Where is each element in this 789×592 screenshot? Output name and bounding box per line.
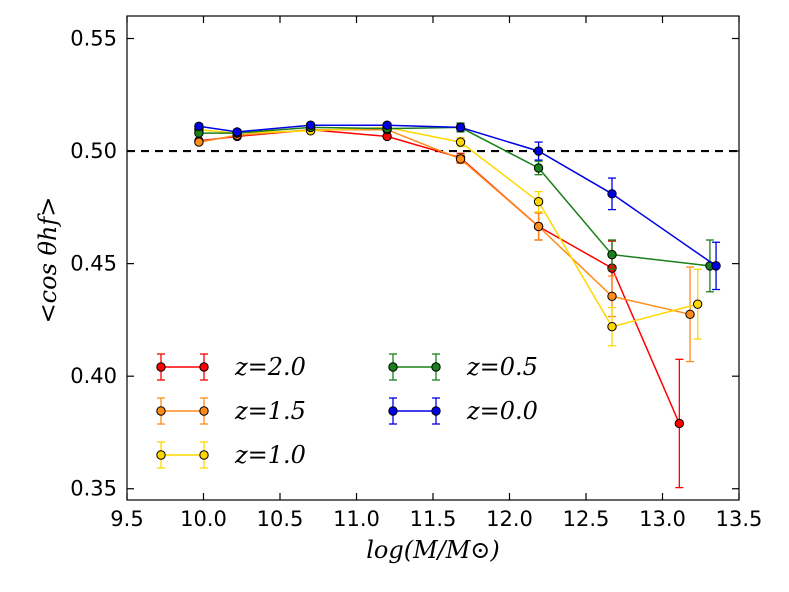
x-tick-label: 13.0: [639, 507, 686, 531]
legend-marker: [388, 362, 398, 372]
legend-marker: [388, 406, 398, 416]
y-tick-label: 0.55: [70, 27, 117, 51]
data-point: [533, 197, 544, 207]
legend-label: z=0.5: [466, 353, 538, 381]
legend-entry-2: z=1.0: [156, 441, 306, 469]
legend-marker: [156, 362, 166, 372]
y-axis-label: <cos θhf>: [34, 197, 62, 324]
legend-entry-3: z=0.5: [388, 353, 538, 381]
data-point: [607, 321, 617, 332]
legend-marker: [431, 362, 441, 372]
legend-marker: [431, 406, 441, 416]
x-tick-label: 10.0: [180, 507, 227, 531]
legend-label: z=1.0: [234, 441, 306, 469]
legend-label: z=2.0: [234, 353, 306, 381]
data-point: [674, 418, 685, 429]
series-line: [198, 128, 691, 316]
legend-entry-4: z=0.0: [388, 397, 538, 425]
y-tick-label: 0.45: [70, 252, 117, 276]
data-point: [305, 120, 316, 130]
y-tick-label: 0.40: [70, 364, 117, 388]
data-point: [533, 221, 544, 232]
x-tick-label: 11.0: [333, 507, 380, 531]
x-tick-label: 12.5: [563, 507, 610, 531]
legend-marker: [199, 450, 209, 460]
series-4: [194, 120, 721, 291]
data-point: [194, 121, 204, 132]
x-tick-label: 9.5: [110, 507, 143, 531]
x-tick-label: 10.5: [257, 507, 304, 531]
legend-marker: [156, 450, 166, 460]
data-point: [692, 299, 703, 309]
legend-marker: [199, 362, 209, 372]
data-point: [533, 146, 544, 156]
series-3: [194, 122, 715, 293]
data-point: [685, 309, 695, 319]
legend-label: z=0.0: [466, 397, 538, 425]
data-point: [194, 137, 204, 147]
series-line: [198, 124, 717, 267]
series-line: [198, 128, 680, 424]
data-point: [232, 127, 242, 137]
data-point: [382, 120, 392, 130]
x-axis-label: log(M/M⊙): [366, 536, 500, 564]
legend-entry-1: z=1.5: [156, 397, 306, 425]
data-point: [455, 137, 466, 147]
series-line: [198, 126, 698, 328]
y-tick-label: 0.35: [70, 477, 117, 501]
y-tick-label: 0.50: [70, 139, 117, 163]
legend-label: z=1.5: [234, 397, 306, 425]
legend-entry-0: z=2.0: [156, 353, 306, 381]
data-point: [607, 189, 617, 199]
legend-marker: [199, 406, 209, 416]
data-point: [607, 291, 617, 301]
x-tick-label: 12.0: [486, 507, 533, 531]
series-1: [194, 124, 695, 363]
data-point: [607, 249, 617, 260]
series-0: [194, 124, 685, 489]
series-2: [194, 122, 703, 347]
x-tick-label: 11.5: [410, 507, 457, 531]
data-point: [533, 163, 544, 173]
x-tick-label: 13.5: [716, 507, 763, 531]
data-point: [711, 261, 721, 271]
data-point: [455, 154, 466, 164]
legend-marker: [156, 406, 166, 416]
data-point: [455, 122, 466, 133]
series-line: [198, 126, 710, 267]
